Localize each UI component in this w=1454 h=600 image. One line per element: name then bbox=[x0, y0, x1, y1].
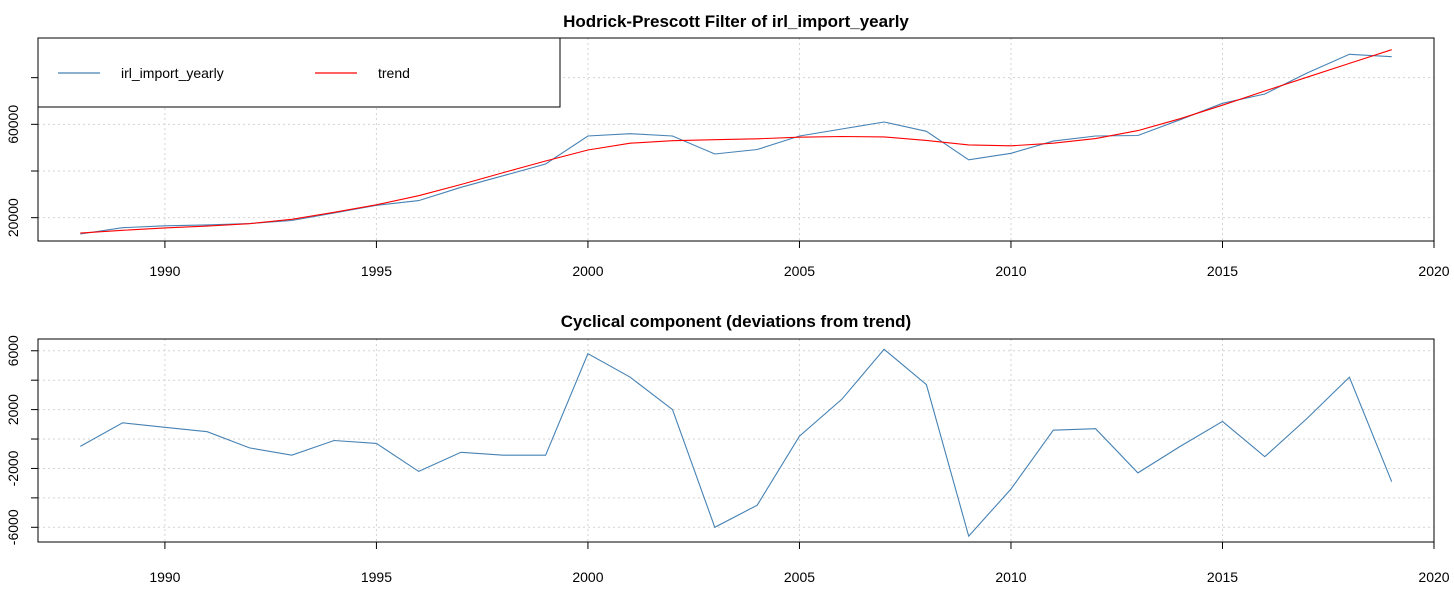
legend-label: irl_import_yearly bbox=[121, 65, 224, 81]
y-tick-label: 20000 bbox=[5, 198, 21, 237]
y-tick-label: 2000 bbox=[5, 394, 21, 425]
series-line-trend bbox=[80, 49, 1392, 234]
x-tick-label: 2010 bbox=[995, 569, 1026, 585]
chart-title: Hodrick-Prescott Filter of irl_import_ye… bbox=[563, 12, 909, 31]
plot-frame bbox=[37, 37, 1435, 242]
chart-title: Cyclical component (deviations from tren… bbox=[561, 312, 911, 331]
series-line-cycle bbox=[80, 348, 1393, 538]
x-tick-label: 2000 bbox=[572, 263, 603, 279]
y-tick-label: 60000 bbox=[5, 105, 21, 144]
legend-label: trend bbox=[378, 65, 410, 81]
x-tick-label: 2015 bbox=[1207, 569, 1238, 585]
series-line-irl-import-yearly bbox=[80, 53, 1392, 235]
chart-panel-2: Cyclical component (deviations from tren… bbox=[5, 312, 1450, 585]
chart-panel-1: Hodrick-Prescott Filter of irl_import_ye… bbox=[5, 12, 1450, 279]
x-tick-label: 2010 bbox=[995, 263, 1026, 279]
x-tick-label: 2005 bbox=[784, 263, 815, 279]
x-tick-label: 2005 bbox=[784, 569, 815, 585]
x-tick-label: 1995 bbox=[361, 263, 392, 279]
y-tick-label: -6000 bbox=[5, 509, 21, 545]
x-tick-label: 1995 bbox=[361, 569, 392, 585]
x-tick-label: 2020 bbox=[1418, 569, 1449, 585]
y-tick-label: -2000 bbox=[5, 450, 21, 486]
x-tick-label: 1990 bbox=[149, 569, 180, 585]
x-tick-label: 2000 bbox=[572, 569, 603, 585]
x-tick-label: 2015 bbox=[1207, 263, 1238, 279]
legend: irl_import_yearly trend bbox=[37, 37, 561, 108]
legend-box bbox=[37, 37, 561, 108]
plot-frame bbox=[37, 338, 1435, 543]
y-tick-label: 6000 bbox=[5, 335, 21, 366]
x-tick-label: 1990 bbox=[149, 263, 180, 279]
x-tick-label: 2020 bbox=[1418, 263, 1449, 279]
